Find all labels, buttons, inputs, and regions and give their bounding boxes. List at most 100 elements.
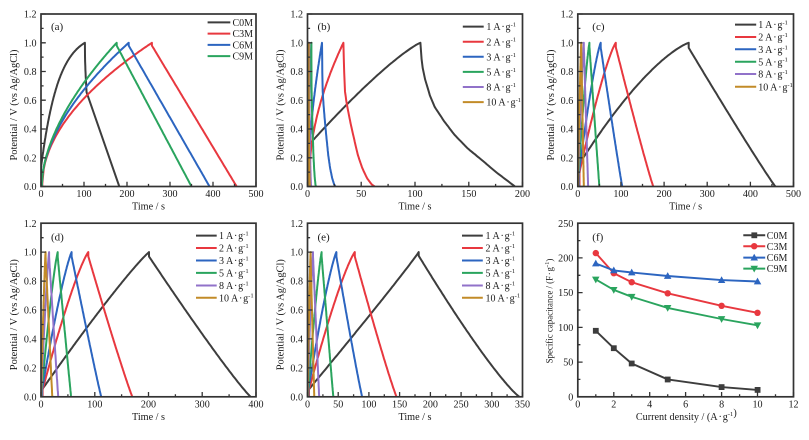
svg-text:200: 200: [558, 254, 573, 265]
svg-text:100: 100: [558, 323, 573, 334]
svg-text:Potential / V (vs Ag/AgCl): Potential / V (vs Ag/AgCl): [9, 49, 20, 160]
svg-text:(f): (f): [592, 231, 603, 243]
svg-text:(d): (d): [51, 231, 64, 243]
svg-text:200: 200: [515, 189, 530, 200]
svg-text:1.2: 1.2: [561, 10, 574, 21]
svg-text:200: 200: [657, 189, 672, 200]
svg-text:0: 0: [38, 399, 43, 410]
svg-text:0.2: 0.2: [290, 364, 303, 375]
svg-text:1.2: 1.2: [290, 219, 303, 230]
svg-text:50: 50: [563, 358, 573, 369]
svg-text:10 A · g-1: 10 A · g-1: [486, 97, 521, 109]
svg-text:C6M: C6M: [233, 41, 254, 52]
svg-text:3 A · g-1: 3 A · g-1: [486, 52, 516, 64]
svg-text:Time / s: Time / s: [132, 202, 165, 213]
svg-text:5 A · g-1: 5 A · g-1: [486, 268, 516, 280]
svg-text:5 A · g-1: 5 A · g-1: [486, 67, 516, 79]
svg-text:0.2: 0.2: [561, 153, 574, 164]
svg-text:4: 4: [647, 399, 652, 410]
svg-text:0.2: 0.2: [24, 364, 37, 375]
svg-text:Time / s: Time / s: [669, 202, 702, 213]
svg-text:150: 150: [558, 288, 573, 299]
svg-text:150: 150: [392, 399, 407, 410]
svg-text:400: 400: [743, 189, 758, 200]
svg-text:Potential / V (vs Ag/AgCl): Potential / V (vs Ag/AgCl): [276, 259, 287, 370]
svg-text:0.8: 0.8: [561, 67, 574, 78]
svg-text:0.2: 0.2: [290, 153, 303, 164]
svg-text:0.0: 0.0: [561, 182, 574, 193]
svg-text:100: 100: [361, 399, 376, 410]
svg-text:1.2: 1.2: [24, 219, 37, 230]
svg-text:(a): (a): [51, 21, 64, 33]
svg-text:0: 0: [38, 189, 43, 200]
svg-text:Time / s: Time / s: [398, 412, 431, 423]
svg-text:1.0: 1.0: [24, 248, 37, 259]
svg-text:250: 250: [558, 219, 573, 230]
svg-text:Potential / V (vs Ag/AgCl): Potential / V (vs Ag/AgCl): [546, 49, 557, 160]
svg-text:200: 200: [141, 399, 156, 410]
svg-text:10 A · g-1: 10 A · g-1: [758, 82, 793, 94]
svg-text:C0M: C0M: [767, 231, 788, 242]
svg-text:0.4: 0.4: [290, 335, 303, 346]
svg-text:(c): (c): [592, 21, 605, 33]
svg-text:0: 0: [305, 399, 310, 410]
svg-text:0.6: 0.6: [24, 306, 37, 317]
svg-text:2 A · g-1: 2 A · g-1: [486, 243, 516, 255]
svg-text:50: 50: [356, 189, 366, 200]
svg-text:500: 500: [248, 189, 263, 200]
svg-text:0.6: 0.6: [24, 96, 37, 107]
svg-text:1 A · g-1: 1 A · g-1: [758, 20, 788, 32]
svg-text:2 A · g-1: 2 A · g-1: [486, 37, 516, 49]
svg-text:6: 6: [683, 399, 688, 410]
svg-text:2 A · g-1: 2 A · g-1: [219, 243, 249, 255]
svg-text:3 A · g-1: 3 A · g-1: [219, 256, 249, 268]
svg-text:Potential / V (vs Ag/AgCl): Potential / V (vs Ag/AgCl): [9, 259, 20, 370]
svg-text:0.6: 0.6: [561, 96, 574, 107]
svg-text:350: 350: [515, 399, 530, 410]
svg-text:1 A · g-1: 1 A · g-1: [486, 22, 516, 34]
svg-text:200: 200: [119, 189, 134, 200]
svg-text:1.2: 1.2: [290, 10, 303, 21]
svg-text:Specific capacitance / (F · g-: Specific capacitance / (F · g-1): [544, 259, 555, 364]
svg-text:250: 250: [454, 399, 469, 410]
svg-text:3 A · g-1: 3 A · g-1: [758, 44, 788, 56]
svg-text:Time / s: Time / s: [132, 412, 165, 423]
svg-text:Time / s: Time / s: [398, 202, 431, 213]
svg-text:C9M: C9M: [767, 264, 788, 275]
svg-text:Current density / (A · g-1): Current density / (A · g-1): [636, 408, 737, 423]
svg-text:C6M: C6M: [767, 253, 788, 264]
svg-text:150: 150: [461, 189, 476, 200]
svg-text:500: 500: [786, 189, 801, 200]
svg-text:8 A · g-1: 8 A · g-1: [486, 82, 516, 94]
svg-text:0.4: 0.4: [290, 125, 303, 136]
svg-text:300: 300: [162, 189, 177, 200]
svg-text:300: 300: [195, 399, 210, 410]
svg-text:1 A · g-1: 1 A · g-1: [219, 231, 249, 243]
svg-text:300: 300: [700, 189, 715, 200]
svg-text:0.6: 0.6: [290, 96, 303, 107]
svg-text:200: 200: [423, 399, 438, 410]
svg-text:(b): (b): [318, 21, 331, 33]
svg-text:1.0: 1.0: [561, 38, 574, 49]
svg-text:0.0: 0.0: [290, 392, 303, 403]
svg-text:0.0: 0.0: [24, 182, 37, 193]
svg-text:0: 0: [575, 189, 580, 200]
svg-text:5 A · g-1: 5 A · g-1: [219, 268, 249, 280]
svg-text:1.0: 1.0: [290, 38, 303, 49]
svg-text:10: 10: [752, 399, 762, 410]
svg-text:8: 8: [719, 399, 724, 410]
svg-text:8 A · g-1: 8 A · g-1: [486, 281, 516, 293]
svg-text:100: 100: [407, 189, 422, 200]
svg-text:10 A · g-1: 10 A · g-1: [486, 293, 521, 305]
svg-text:8 A · g-1: 8 A · g-1: [758, 69, 788, 81]
svg-text:C3M: C3M: [233, 29, 254, 40]
svg-text:8 A · g-1: 8 A · g-1: [219, 281, 249, 293]
svg-text:C3M: C3M: [767, 242, 788, 253]
svg-text:0.4: 0.4: [561, 125, 574, 136]
svg-text:50: 50: [333, 399, 343, 410]
svg-text:C9M: C9M: [233, 52, 254, 63]
svg-text:1 A · g-1: 1 A · g-1: [486, 231, 516, 243]
svg-text:100: 100: [87, 399, 102, 410]
svg-text:0.2: 0.2: [24, 153, 37, 164]
svg-text:0.8: 0.8: [290, 277, 303, 288]
